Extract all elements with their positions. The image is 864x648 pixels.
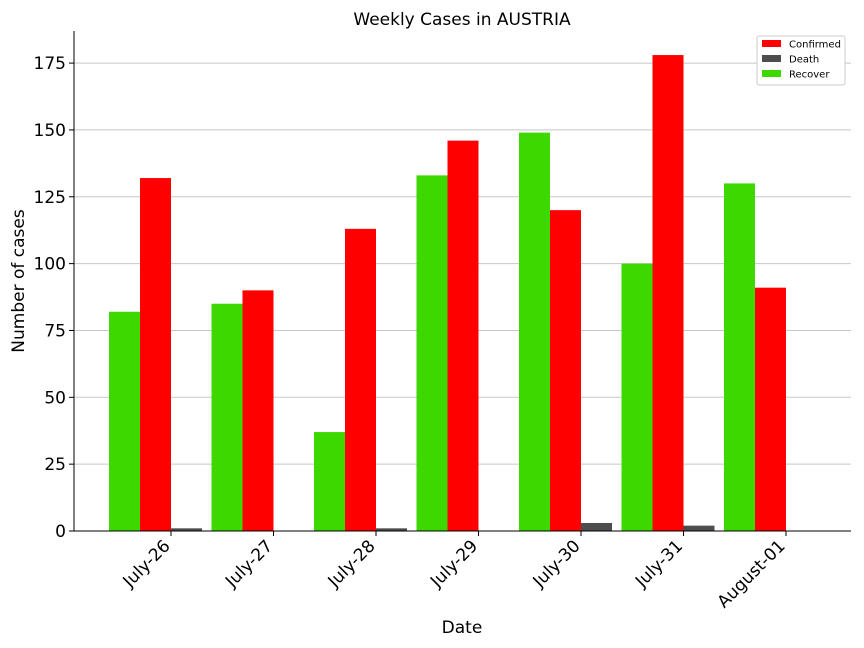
bar-recover <box>621 263 653 531</box>
bar-confirmed <box>550 210 581 531</box>
bar-death <box>376 528 407 531</box>
y-tick-label: 100 <box>34 255 66 275</box>
y-tick-label: 150 <box>34 121 66 141</box>
x-tick-label: July-26 <box>119 536 175 592</box>
legend-label-confirmed: Confirmed <box>789 40 841 51</box>
bar-recover <box>314 432 345 531</box>
y-tick-label: 125 <box>34 188 66 208</box>
bar-confirmed <box>140 178 171 531</box>
bar-death <box>683 525 715 531</box>
y-ticks: 0 25 50 75 100 125 150 175 <box>34 54 74 542</box>
x-ticks: July-26 July-27 July-28 July-29 July-30 July-… <box>119 531 790 612</box>
x-tick-label: July-29 <box>426 536 482 592</box>
y-tick-label: 25 <box>44 455 66 475</box>
bar-confirmed <box>652 55 684 531</box>
x-tick-label: August-01 <box>714 536 790 612</box>
legend-swatch-death <box>762 55 781 62</box>
legend-swatch-confirmed <box>762 40 781 47</box>
bar-recover <box>211 303 243 531</box>
chart-title: Weekly Cases in AUSTRIA <box>353 10 571 30</box>
bar-recover <box>416 175 448 532</box>
y-tick-label: 75 <box>44 321 66 341</box>
legend-label-death: Death <box>789 55 819 66</box>
y-tick-label: 175 <box>34 54 66 74</box>
bar-confirmed <box>755 287 786 531</box>
x-tick-label: July-27 <box>221 536 277 592</box>
y-axis-label: Number of cases <box>9 209 29 353</box>
x-tick-label: July-30 <box>529 536 585 592</box>
bar-confirmed <box>447 140 479 531</box>
bars-group <box>109 55 786 532</box>
bar-death <box>581 522 612 531</box>
bar-recover <box>724 183 755 531</box>
bar-confirmed <box>345 228 376 531</box>
legend-label-recover: Recover <box>789 70 830 81</box>
y-tick-label: 0 <box>55 522 66 542</box>
bar-recover <box>109 311 140 531</box>
bar-death <box>171 528 202 531</box>
legend-swatch-recover <box>762 70 781 77</box>
bar-confirmed <box>242 290 274 531</box>
axes-group <box>73 31 851 532</box>
legend: Confirmed Death Recover <box>756 35 846 86</box>
x-tick-label: July-31 <box>631 536 687 592</box>
x-tick-label: July-28 <box>324 536 380 592</box>
bar-recover <box>519 132 550 531</box>
y-tick-label: 50 <box>44 388 66 408</box>
x-axis-label: Date <box>442 618 483 638</box>
